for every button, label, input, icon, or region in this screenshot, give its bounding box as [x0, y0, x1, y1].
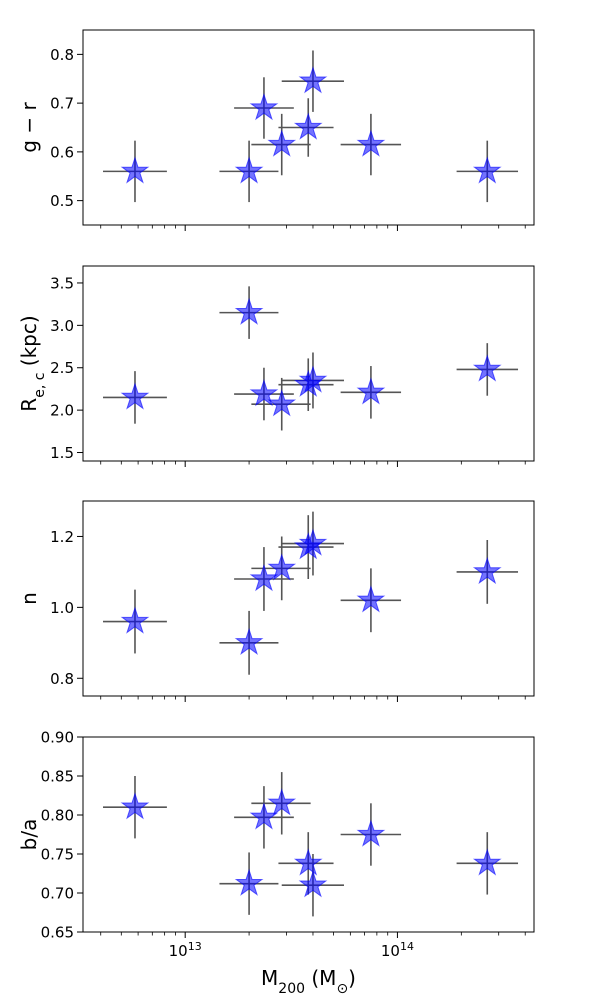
panel-1: 0.5 0.6 0.7 0.8 g − r: [17, 29, 535, 231]
x-tick-label: 1013: [169, 940, 202, 961]
data-point-star: [356, 129, 386, 157]
y-tick-label: 3.0: [50, 317, 74, 335]
data-point-star: [472, 354, 502, 382]
y-tick-label: 0.80: [41, 807, 74, 825]
data-point-star: [267, 788, 297, 816]
data-point-star: [293, 112, 323, 140]
panel-frame: [82, 736, 535, 933]
y-tick-label: 0.90: [41, 729, 74, 747]
panel-3: 0.8 1.0 1.2 n: [17, 500, 535, 702]
data-point-star: [298, 528, 328, 556]
y-tick-label: 1.5: [50, 444, 74, 462]
data-point-star: [234, 868, 264, 896]
y-tick-label: 0.85: [41, 768, 74, 786]
panel-2: 1.5 2.0 2.5 3.0 3.5 Re, c (kpc): [17, 265, 535, 467]
data-point-star: [249, 378, 279, 407]
data-point-star: [120, 156, 150, 184]
data-point-star: [356, 819, 386, 847]
data-point-star: [234, 297, 264, 325]
y-axis-label: n: [17, 592, 41, 605]
data-point-star: [472, 848, 502, 876]
y-tick-label: 1.2: [50, 528, 74, 546]
y-tick-label: 1.0: [50, 599, 74, 617]
data-point-star: [234, 156, 264, 184]
y-tick-label: 0.75: [41, 846, 74, 864]
y-tick-label: 3.5: [50, 274, 74, 292]
data-point-star: [472, 556, 502, 585]
y-tick-label: 2.5: [50, 359, 74, 377]
data-point-star: [249, 563, 279, 592]
panel-frame: [82, 500, 535, 697]
data-point-star: [267, 553, 297, 581]
y-tick-label: 0.6: [50, 143, 74, 161]
y-tick-label: 2.0: [50, 402, 74, 420]
data-point-star: [356, 377, 386, 405]
data-point-star: [267, 389, 297, 417]
data-point-star: [298, 365, 328, 393]
y-tick-label: 0.7: [50, 95, 74, 113]
data-point-star: [234, 627, 264, 656]
y-tick-label: 0.5: [50, 192, 74, 210]
data-point-star: [120, 606, 150, 634]
y-tick-label: 0.8: [50, 46, 74, 64]
y-axis-label: Re, c (kpc): [17, 315, 48, 411]
data-point-star: [356, 585, 386, 613]
data-point-star: [472, 156, 502, 184]
data-point-star: [293, 848, 323, 876]
y-axis-label: g − r: [17, 102, 41, 153]
data-point-star: [249, 92, 279, 121]
data-point-star: [298, 66, 328, 94]
y-tick-label: 0.65: [41, 924, 74, 942]
panel-frame: [82, 29, 535, 226]
data-point-star: [298, 870, 328, 898]
x-tick-label: 1014: [381, 940, 414, 961]
panel-4: 0.65 0.70 0.75 0.80 0.85 0.90 b/a: [17, 729, 535, 942]
y-tick-label: 0.70: [41, 885, 74, 903]
panel-frame: [82, 265, 535, 462]
x-axis-label: M200 (M⊙): [261, 966, 356, 997]
y-axis-label: b/a: [17, 819, 41, 851]
data-point-star: [120, 382, 150, 410]
data-point-star: [249, 802, 279, 830]
y-tick-label: 0.8: [50, 670, 74, 688]
data-point-star: [120, 792, 150, 820]
data-point-star: [267, 129, 297, 157]
